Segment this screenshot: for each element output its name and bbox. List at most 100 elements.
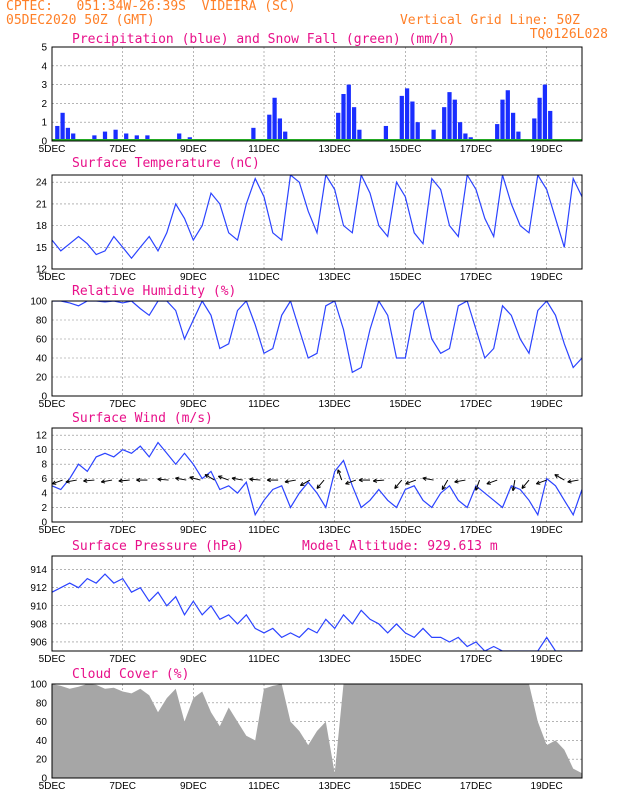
x-tick-label: 13DEC — [319, 654, 351, 665]
wind-arrow — [358, 477, 370, 483]
x-tick-label: 9DEC — [180, 272, 207, 283]
precip-bar — [113, 129, 118, 141]
precip-bar — [463, 133, 468, 141]
wind-arrow — [486, 479, 498, 485]
x-tick-label: 11DEC — [248, 272, 280, 283]
header-grid-note: Vertical Grid Line: 50Z — [399, 13, 580, 28]
precip-bar — [510, 112, 516, 141]
precip-bar — [272, 97, 277, 141]
x-tick-label: 19DEC — [531, 654, 563, 665]
y-tick-label: 6 — [41, 474, 47, 485]
panel-frame — [51, 683, 583, 779]
wind-arrow — [337, 469, 343, 481]
panel-precip: Precipitation (blue) and Snow Fall (gree… — [39, 32, 583, 155]
x-tick-label: 15DEC — [389, 399, 421, 410]
wind-arrow — [474, 479, 481, 491]
x-tick-label: 13DEC — [319, 399, 351, 410]
x-tick-label: 19DEC — [531, 781, 563, 792]
precip-bar — [65, 127, 71, 141]
y-tick-label: 4 — [41, 61, 47, 72]
x-tick-label: 11DEC — [248, 144, 280, 155]
precip-bar — [383, 125, 389, 141]
plot-area — [52, 175, 582, 260]
precip-bar — [346, 84, 351, 141]
precip-bar — [251, 127, 256, 141]
plot-area — [52, 684, 582, 778]
wind-arrow — [316, 479, 325, 489]
y-tick-label: 18 — [36, 221, 48, 232]
precip-bar — [145, 135, 150, 141]
y-tick-label: 2 — [41, 503, 47, 514]
y-tick-label: 24 — [36, 178, 48, 189]
x-tick-label: 15DEC — [389, 525, 421, 536]
x-tick-label: 19DEC — [531, 144, 563, 155]
panel-frame — [51, 174, 583, 270]
header-date: 05DEC2020 50Z (GMT) — [6, 13, 155, 28]
precip-bar — [415, 122, 420, 141]
precip-bar — [336, 112, 341, 141]
wind-arrow — [422, 476, 434, 481]
series-line-pressure — [52, 573, 582, 651]
precip-bar — [124, 133, 129, 141]
x-tick-label: 9DEC — [180, 399, 207, 410]
y-tick-label: 20 — [36, 373, 48, 384]
x-tick-label: 9DEC — [180, 781, 207, 792]
y-tick-label: 100 — [30, 297, 47, 308]
y-tick-label: 912 — [30, 583, 47, 594]
x-tick-label: 9DEC — [180, 654, 207, 665]
y-tick-label: 80 — [36, 698, 48, 709]
x-tick-label: 13DEC — [319, 272, 351, 283]
x-tick-label: 13DEC — [319, 525, 351, 536]
precip-bar — [357, 129, 362, 141]
y-tick-label: 1 — [41, 118, 47, 129]
wind-arrow — [284, 479, 296, 484]
wind-arrow — [83, 478, 95, 483]
precip-bar — [542, 84, 548, 141]
panel-title: Cloud Cover (%) — [72, 667, 189, 682]
y-tick-label: 21 — [36, 199, 48, 210]
y-tick-label: 910 — [30, 601, 47, 612]
precip-bar — [399, 95, 404, 141]
x-tick-label: 15DEC — [389, 781, 421, 792]
y-tick-label: 8 — [41, 460, 47, 471]
x-tick-label: 15DEC — [389, 144, 421, 155]
wind-arrow — [136, 477, 148, 483]
y-tick-label: 0 — [41, 392, 47, 403]
wind-arrow — [567, 479, 579, 484]
precip-bar — [283, 131, 288, 141]
series-line-rh — [52, 301, 582, 374]
x-tick-label: 15DEC — [389, 654, 421, 665]
series-line-wind — [52, 441, 582, 517]
wind-arrow — [100, 479, 113, 484]
y-tick-label: 906 — [30, 637, 47, 648]
y-tick-label: 2 — [41, 99, 47, 110]
cloud-area — [52, 684, 582, 778]
x-tick-label: 15DEC — [389, 272, 421, 283]
precip-bar — [177, 133, 182, 141]
wind-arrow — [204, 474, 215, 481]
precip-bar — [500, 99, 505, 141]
y-tick-label: 10 — [36, 445, 48, 456]
y-tick-label: 0 — [41, 774, 47, 785]
y-tick-label: 40 — [36, 736, 48, 747]
y-tick-label: 80 — [36, 316, 48, 327]
wind-arrow — [175, 476, 187, 481]
y-tick-label: 60 — [36, 717, 48, 728]
y-tick-label: 4 — [41, 489, 47, 500]
y-tick-label: 5 — [41, 43, 47, 54]
wind-arrow — [249, 477, 261, 482]
wind-arrow — [405, 479, 417, 485]
panel-title: Precipitation (blue) and Snow Fall (gree… — [72, 32, 456, 47]
panel-cloud: Cloud Cover (%) 0 20 40 60 80 100 5DEC 7DEC 9DEC 1… — [30, 667, 583, 792]
wind-arrow — [231, 476, 243, 481]
wind-arrow — [345, 479, 357, 485]
x-tick-label: 5DEC — [39, 399, 66, 410]
x-tick-label: 7DEC — [109, 272, 136, 283]
header-code: TQ0126L028 — [529, 27, 608, 42]
y-tick-label: 908 — [30, 619, 47, 630]
x-tick-label: 5DEC — [39, 272, 66, 283]
panel-frame — [51, 46, 583, 142]
wind-arrow — [394, 479, 403, 489]
precip-bar — [410, 101, 415, 141]
y-tick-label: 40 — [36, 354, 48, 365]
